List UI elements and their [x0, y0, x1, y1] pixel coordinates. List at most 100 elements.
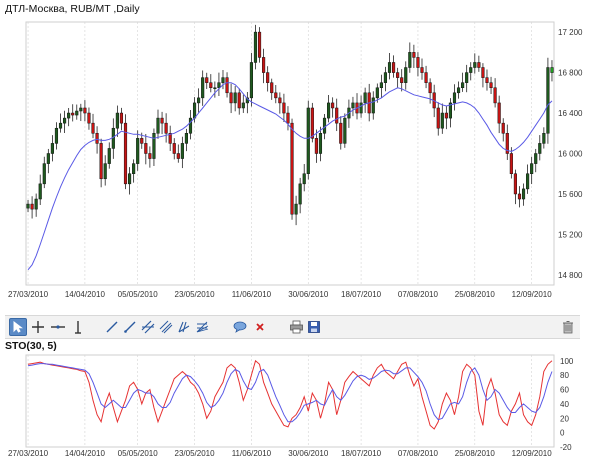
candle-body: [375, 87, 379, 99]
candle-body: [241, 102, 245, 109]
save-icon[interactable]: [305, 318, 323, 336]
candle-body: [253, 31, 258, 63]
trash-icon[interactable]: [559, 318, 577, 336]
candle-body: [526, 173, 530, 190]
candle-body: [331, 102, 335, 109]
horizontal-line-icon[interactable]: [49, 318, 67, 336]
price-y-tick-label: 16 800: [558, 69, 583, 78]
candle-body: [396, 72, 400, 78]
vertical-line-icon[interactable]: [69, 318, 87, 336]
candle-body: [75, 110, 79, 116]
candle-body: [327, 102, 331, 119]
candle-body: [237, 92, 241, 109]
candle-body: [107, 148, 111, 164]
candle-body: [119, 112, 124, 124]
candle-body: [217, 82, 221, 88]
price-x-tick-label: 05/05/2010: [118, 290, 159, 299]
price-x-tick-label: 18/07/2010: [341, 290, 382, 299]
price-panel: 17 200 16 800 16 400 16 000 15 600 15 200 14 8…: [5, 3, 583, 299]
osc-x-tick-label: 27/03/2010: [8, 449, 49, 458]
price-y-tick-label: 14 800: [558, 271, 583, 280]
candle-body: [489, 82, 493, 88]
candle-body: [497, 102, 501, 124]
osc-y-tick-label: 80: [560, 371, 569, 380]
candle-body: [152, 133, 156, 159]
comment-icon[interactable]: [231, 318, 249, 336]
osc-x-tick-label: 23/05/2010: [175, 449, 216, 458]
candle-body: [160, 117, 164, 124]
candle-body: [148, 153, 152, 159]
candle-body: [274, 92, 278, 99]
osc-x-tick-label: 05/05/2010: [118, 449, 159, 458]
parallel-channel-icon[interactable]: [139, 318, 157, 336]
candle-body: [205, 77, 209, 83]
ray-line-icon[interactable]: [121, 318, 139, 336]
candle-body: [83, 107, 87, 114]
candle-body: [115, 112, 119, 129]
candle-body: [448, 102, 453, 119]
price-x-tick-label: 07/08/2010: [398, 290, 439, 299]
candle-body: [290, 122, 294, 215]
trend-line-icon[interactable]: [103, 318, 121, 336]
candle-body: [477, 62, 481, 68]
stochastic-k-line: [27, 359, 553, 430]
candle-body: [546, 67, 550, 134]
candle-body: [38, 183, 42, 200]
candle-body: [408, 52, 412, 68]
candle-body: [87, 112, 91, 124]
candle-body: [79, 107, 83, 112]
candle-body: [310, 107, 314, 139]
candle-body: [188, 117, 193, 134]
candle-body: [249, 62, 253, 99]
delete-drawing-icon[interactable]: [251, 318, 269, 336]
candle-body: [412, 52, 416, 58]
candle-body: [270, 82, 274, 94]
candle-body: [221, 77, 225, 83]
candle-body: [34, 198, 38, 210]
fibonacci-fan-icon[interactable]: [193, 318, 211, 336]
price-y-tick-label: 15 600: [558, 190, 583, 199]
print-icon[interactable]: [287, 318, 305, 336]
candle-body: [111, 127, 115, 149]
candle-body: [127, 173, 132, 185]
candle-body: [201, 77, 205, 99]
candle-body: [335, 107, 339, 124]
candle-body: [132, 163, 136, 174]
candle-body: [302, 173, 306, 185]
price-y-tick-label: 15 200: [558, 230, 583, 239]
candle-body: [294, 203, 298, 215]
candle-body: [225, 77, 229, 94]
candle-body: [456, 87, 461, 94]
candle-body: [505, 133, 509, 154]
price-y-tick-label: 16 400: [558, 109, 583, 118]
candle-body: [144, 143, 148, 154]
candle-body: [95, 133, 99, 144]
osc-x-tick-label: 25/08/2010: [455, 449, 496, 458]
price-x-tick-label: 25/08/2010: [455, 290, 496, 299]
candle-body: [440, 112, 444, 129]
regression-channel-icon[interactable]: [157, 318, 175, 336]
oscillator-title: STO(30, 5): [5, 340, 57, 352]
price-y-tick-label: 16 000: [558, 150, 583, 159]
candle-body: [485, 77, 489, 83]
osc-y-tick-label: 60: [560, 386, 569, 395]
crosshair-icon[interactable]: [29, 318, 47, 336]
candle-body: [209, 82, 213, 88]
price-x-tick-label: 14/04/2010: [65, 290, 106, 299]
andrews-pitchfork-icon[interactable]: [175, 318, 193, 336]
candle-body: [424, 72, 428, 83]
price-x-tick-label: 27/03/2010: [8, 290, 49, 299]
candle-body: [404, 67, 408, 83]
candle-body: [58, 122, 63, 129]
candle-body: [542, 133, 546, 144]
osc-y-tick-label: 0: [560, 429, 565, 438]
price-x-tick-label: 12/09/2010: [512, 290, 553, 299]
stochastic-d-line: [27, 363, 553, 423]
cursor-icon[interactable]: [9, 318, 27, 336]
osc-x-tick-label: 12/09/2010: [512, 449, 553, 458]
candle-body: [322, 117, 327, 134]
candle-body: [469, 67, 473, 73]
candle-body: [530, 163, 534, 174]
candle-body: [391, 62, 396, 73]
